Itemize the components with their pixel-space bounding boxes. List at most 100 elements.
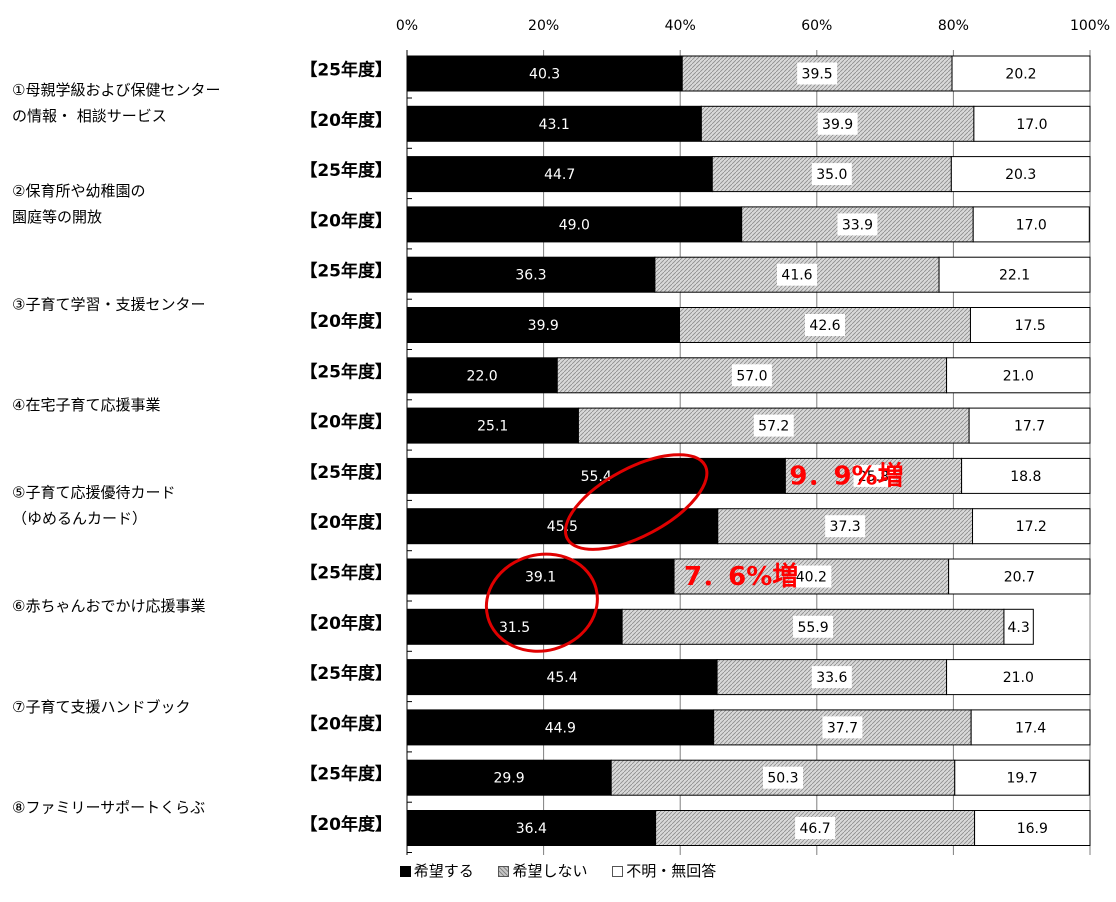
data-label-box xyxy=(811,666,852,689)
data-label: 57.0 xyxy=(736,368,767,384)
data-label: 36.4 xyxy=(516,821,547,837)
row-label: 【25年度】 xyxy=(300,462,392,483)
data-label-box xyxy=(825,515,866,538)
data-label: 44.7 xyxy=(544,167,575,183)
row-label: 【20年度】 xyxy=(300,814,392,835)
bar-segment xyxy=(968,407,1091,444)
bar-segment xyxy=(406,709,715,746)
data-label-box xyxy=(817,112,858,135)
data-label: 33.6 xyxy=(816,670,847,686)
data-label: 37.7 xyxy=(827,720,858,736)
legend-label: 希望しない xyxy=(512,862,588,880)
data-label: 17.7 xyxy=(1014,419,1045,435)
bar-segment xyxy=(972,206,1090,243)
group-label: ①母親学級および保健センター xyxy=(12,81,220,99)
annotation-text: 7．6%増 xyxy=(684,562,798,592)
data-label: 22.1 xyxy=(999,268,1030,284)
legend-swatch-white xyxy=(612,866,624,877)
group-label: ⑧ファミリーサポートくらぶ xyxy=(12,798,205,816)
group-label: の情報・ 相談サービス xyxy=(12,107,167,125)
bar-segment xyxy=(406,810,657,846)
group-label: ⑥赤ちゃんおでかけ応援事業 xyxy=(12,597,205,615)
data-label: 40.2 xyxy=(796,570,827,586)
data-label: 45.5 xyxy=(547,519,578,535)
data-label: 42.6 xyxy=(809,318,840,334)
data-label: 55.4 xyxy=(581,469,612,485)
chart-legend: 希望する 希望しない 不明・無回答 xyxy=(0,860,1116,881)
stacked-bar-chart: 0% 20% 40% 60% 80% 100% 40.3 39.5 20.2 43.1 39.9 1… xyxy=(12,18,1110,855)
bar-segment xyxy=(938,256,1091,293)
data-label: 4.3 xyxy=(1007,620,1029,636)
bar-segment xyxy=(946,659,1091,696)
group-label: ④在宅子育て応援事業 xyxy=(12,396,160,414)
data-label: 39.9 xyxy=(822,117,853,133)
group-label: 園庭等の開放 xyxy=(12,208,102,226)
data-label: 41.6 xyxy=(781,268,812,284)
data-label: 39.9 xyxy=(528,318,559,334)
data-label: 20.2 xyxy=(1005,67,1036,83)
data-label: 43.1 xyxy=(539,117,570,133)
row-label: 【20年度】 xyxy=(300,110,392,131)
data-label: 36.3 xyxy=(515,268,546,284)
data-label: 57.2 xyxy=(758,419,789,435)
data-label: 37.3 xyxy=(830,519,861,535)
bar-segment xyxy=(713,709,972,746)
group-label: （ゆめるんカード） xyxy=(12,510,147,528)
bar-segment xyxy=(974,810,1091,846)
data-label: 35.0 xyxy=(816,167,847,183)
data-label: 55.9 xyxy=(797,620,828,636)
annotation-text: 9．9%増 xyxy=(789,461,903,491)
data-label: 20.7 xyxy=(1004,570,1035,586)
bar-segment xyxy=(946,357,1091,394)
bar-segment xyxy=(406,105,702,142)
data-label-box xyxy=(811,163,852,186)
x-tick-label: 100% xyxy=(1070,18,1110,34)
legend-label: 不明・無回答 xyxy=(626,862,717,880)
data-label: 18.8 xyxy=(1010,469,1041,485)
legend-item-unknown: 不明・無回答 xyxy=(612,860,716,881)
data-label: 22.0 xyxy=(467,368,498,384)
data-label-box xyxy=(753,414,794,437)
bar-segment xyxy=(406,759,612,796)
data-label: 21.0 xyxy=(1003,670,1034,686)
data-label: 39.1 xyxy=(525,570,556,586)
data-label: 16.9 xyxy=(1017,821,1048,837)
legend-item-not-want: 希望しない xyxy=(498,860,588,881)
data-label-box xyxy=(795,817,836,839)
data-label: 46.7 xyxy=(800,821,831,837)
row-label: 【25年度】 xyxy=(300,663,392,684)
data-label-box xyxy=(804,314,845,336)
bar-segment xyxy=(406,156,713,193)
x-tick-label: 0% xyxy=(396,18,418,34)
legend-swatch-black xyxy=(399,866,411,877)
row-label: 【20年度】 xyxy=(300,613,392,634)
data-label: 50.3 xyxy=(767,771,798,787)
data-label: 45.4 xyxy=(546,670,577,686)
row-label: 【20年度】 xyxy=(300,311,392,332)
group-label: ②保育所や幼稚園の xyxy=(12,182,145,200)
data-label: 20.3 xyxy=(1005,167,1036,183)
bar-segment xyxy=(406,307,681,343)
row-label: 【20年度】 xyxy=(300,412,392,433)
data-label: 17.0 xyxy=(1016,117,1047,133)
data-label: 31.5 xyxy=(499,620,530,636)
data-label: 25.8 xyxy=(858,469,889,485)
bar-segment xyxy=(1003,608,1034,645)
group-label: ③子育て学習・支援センター xyxy=(12,295,205,313)
highlight-ellipse xyxy=(484,552,599,653)
bar-segment xyxy=(951,55,1091,92)
group-label: ⑦子育て支援ハンドブック xyxy=(12,698,190,716)
data-label-box xyxy=(731,364,772,387)
data-label: 49.0 xyxy=(559,217,590,233)
bar-segment xyxy=(406,508,719,545)
data-label: 17.0 xyxy=(1016,217,1047,233)
row-label: 【25年度】 xyxy=(300,160,392,181)
bar-segment xyxy=(406,206,743,243)
data-label: 17.4 xyxy=(1015,720,1046,736)
bar-segment xyxy=(954,759,1090,796)
data-label-box xyxy=(797,62,838,85)
row-label: 【20年度】 xyxy=(300,713,392,734)
bar-segment xyxy=(950,156,1091,193)
bar-segment xyxy=(969,307,1091,343)
bar-segment xyxy=(406,256,656,293)
